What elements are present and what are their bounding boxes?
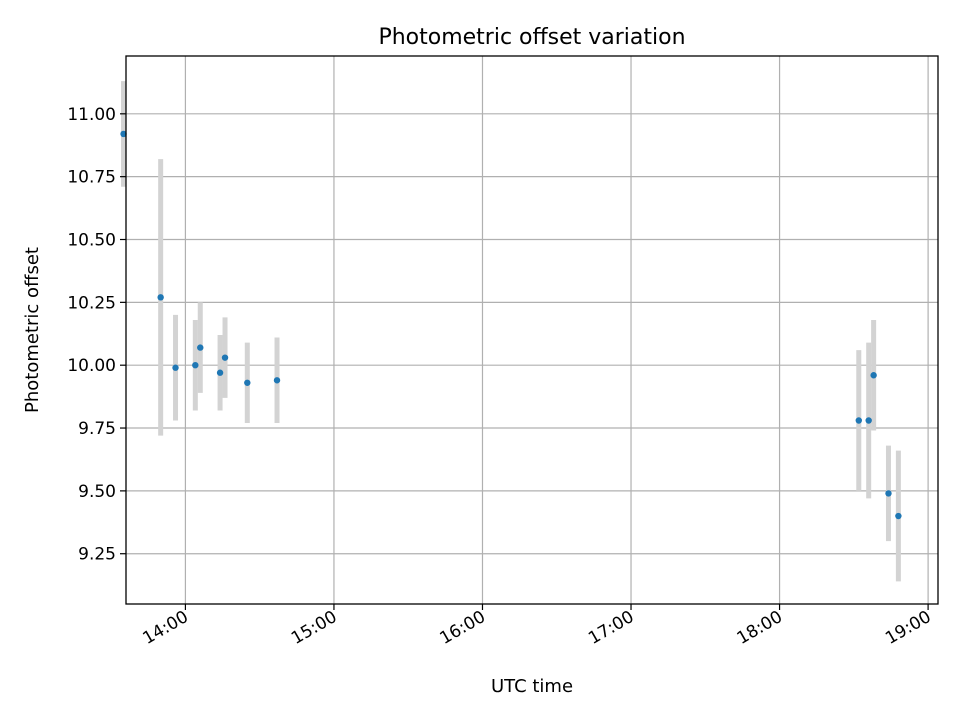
y-axis-label: Photometric offset (22, 247, 43, 413)
data-points (120, 130, 902, 520)
x-tick-label: 19:00 (882, 607, 934, 649)
data-point (870, 372, 877, 379)
data-point (244, 379, 251, 386)
error-bars (121, 81, 901, 582)
data-point (192, 361, 199, 369)
data-point (865, 417, 872, 424)
plot-frame (125, 55, 939, 605)
y-axis-ticks: 9.25 9.50 9.75 10.00 10.25 10.50 10.75 11.00 (67, 105, 126, 565)
x-tick-label: 17:00 (585, 607, 637, 649)
data-point (197, 344, 204, 351)
data-point (273, 377, 281, 384)
y-tick-label: 10.00 (67, 356, 116, 376)
grid-lines (126, 56, 938, 604)
data-point (157, 294, 164, 301)
y-tick-label: 11.00 (67, 105, 116, 125)
y-tick-label: 10.25 (67, 293, 116, 313)
x-tick-label: 16:00 (437, 607, 489, 649)
data-point (895, 512, 902, 520)
x-tick-label: 14:00 (139, 607, 191, 649)
data-point (216, 369, 224, 376)
y-tick-label: 9.50 (78, 482, 116, 502)
x-tick-label: 18:00 (734, 607, 786, 649)
data-point (172, 364, 179, 371)
chart-title: Photometric offset variation (378, 25, 685, 50)
data-point (855, 417, 862, 424)
y-tick-label: 10.75 (67, 168, 116, 188)
data-point (885, 490, 892, 497)
y-tick-label: 9.75 (78, 419, 116, 439)
data-point (221, 354, 229, 361)
x-axis-label: UTC time (491, 676, 573, 697)
data-point (120, 130, 127, 138)
x-tick-label: 15:00 (288, 607, 340, 649)
x-axis-ticks: 14:00 15:00 16:00 17:00 18:00 19:00 (139, 604, 935, 649)
y-tick-label: 9.25 (78, 545, 116, 565)
y-tick-label: 10.50 (67, 231, 116, 251)
